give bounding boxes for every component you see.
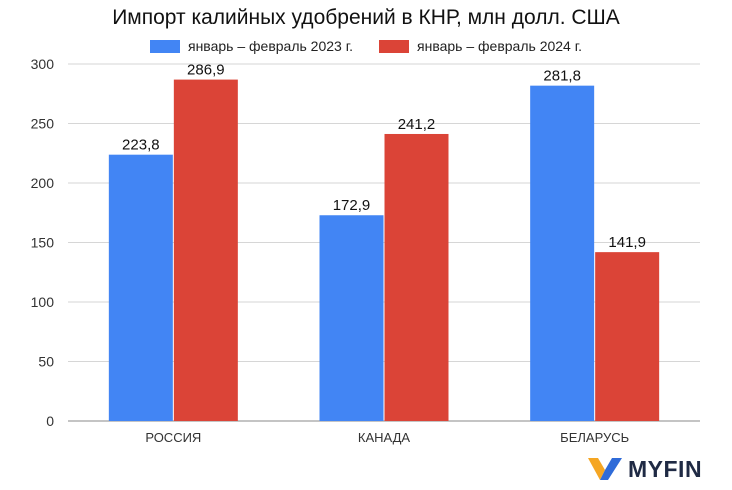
bar-2024-0 (173, 79, 238, 422)
y-tick-label-250: 250 (31, 116, 55, 132)
legend: январь – февраль 2023 г. январь – феврал… (0, 38, 732, 54)
data-label-2024-2: 141,9 (608, 234, 646, 251)
x-tick-label-1: КАНАДА (358, 430, 411, 445)
data-label-2023-1: 172,9 (333, 197, 371, 214)
bar-2024-1 (384, 133, 449, 422)
myfin-logo-text: MYFIN (628, 455, 703, 482)
data-label-2024-1: 241,2 (398, 116, 436, 133)
legend-label-2024: январь – февраль 2024 г. (417, 38, 583, 54)
x-tick-label-0: РОССИЯ (145, 430, 201, 445)
data-label-2023-0: 223,8 (122, 137, 160, 154)
y-tick-label-50: 50 (38, 354, 54, 370)
bar-2023-2 (530, 85, 595, 422)
legend-label-2023: январь – февраль 2023 г. (187, 38, 353, 54)
data-label-2023-2: 281,8 (543, 68, 581, 85)
x-tick-label-2: БЕЛАРУСЬ (560, 430, 629, 445)
y-tick-label-0: 0 (46, 413, 54, 429)
legend-swatch-2023 (149, 39, 180, 53)
y-tick-label-100: 100 (31, 294, 55, 310)
bar-2023-1 (319, 215, 384, 421)
data-label-2024-0: 286,9 (187, 62, 225, 79)
bar-2024-2 (595, 252, 660, 421)
bar-2023-0 (108, 154, 173, 422)
legend-swatch-2024 (379, 39, 409, 53)
y-tick-label-150: 150 (31, 235, 55, 251)
legend-item-2024: январь – февраль 2024 г. (379, 38, 582, 54)
myfin-logo: MYFIN (588, 455, 702, 483)
myfin-logo-icon (588, 458, 622, 480)
y-tick-label-300: 300 (31, 56, 55, 72)
legend-item-2023: январь – февраль 2023 г. (149, 38, 353, 54)
chart-title: Импорт калийных удобрений в КНР, млн дол… (112, 6, 620, 29)
y-tick-label-200: 200 (31, 175, 55, 191)
